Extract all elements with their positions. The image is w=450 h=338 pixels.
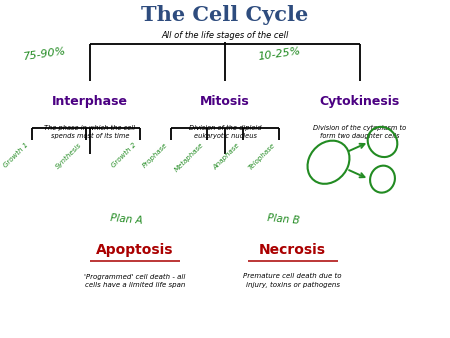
Text: All of the life stages of the cell: All of the life stages of the cell [161, 31, 289, 40]
Text: Growth 2: Growth 2 [110, 142, 137, 169]
Text: Necrosis: Necrosis [259, 243, 326, 257]
Text: Growth 1: Growth 1 [2, 142, 29, 169]
Text: Prophase: Prophase [142, 142, 169, 169]
Text: 'Programmed' cell death - all
cells have a limited life span: 'Programmed' cell death - all cells have… [84, 273, 186, 288]
Text: Plan B: Plan B [267, 213, 300, 226]
Text: Mitosis: Mitosis [200, 95, 250, 108]
Text: Plan A: Plan A [109, 213, 143, 226]
Text: Division of the diploid
eukaryotic nucleus: Division of the diploid eukaryotic nucle… [189, 125, 261, 139]
Text: Metaphase: Metaphase [173, 142, 205, 173]
Text: Interphase: Interphase [52, 95, 128, 108]
Text: Cytokinesis: Cytokinesis [320, 95, 400, 108]
Text: The phase in which the cell
spends most of its time: The phase in which the cell spends most … [45, 125, 135, 139]
Text: The Cell Cycle: The Cell Cycle [141, 5, 309, 25]
Text: 10-25%: 10-25% [257, 46, 301, 62]
Text: Synthesis: Synthesis [55, 142, 83, 170]
Text: Telophase: Telophase [248, 142, 277, 171]
Text: Premature cell death due to
injury, toxins or pathogens: Premature cell death due to injury, toxi… [243, 273, 342, 288]
Text: Apoptosis: Apoptosis [96, 243, 174, 257]
Text: Anaphase: Anaphase [212, 142, 241, 171]
Text: 75-90%: 75-90% [23, 46, 67, 62]
Text: Division of the cytoplasm to
form two daughter cells: Division of the cytoplasm to form two da… [314, 125, 406, 139]
